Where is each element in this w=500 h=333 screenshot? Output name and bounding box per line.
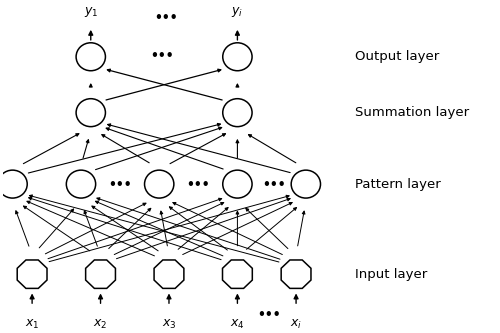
Text: $x_1$: $x_1$ (25, 318, 40, 331)
Ellipse shape (144, 170, 174, 198)
Text: $x_3$: $x_3$ (162, 318, 176, 331)
Ellipse shape (222, 99, 252, 127)
Text: •••: ••• (108, 177, 132, 190)
Polygon shape (17, 260, 47, 288)
Text: $x_4$: $x_4$ (230, 318, 245, 331)
Text: •••: ••• (186, 177, 210, 190)
Text: •••: ••• (150, 49, 174, 62)
Ellipse shape (222, 43, 252, 71)
Polygon shape (222, 260, 252, 288)
Ellipse shape (76, 43, 106, 71)
Text: $y_1$: $y_1$ (84, 5, 98, 20)
Text: Input layer: Input layer (354, 268, 427, 281)
Polygon shape (154, 260, 184, 288)
Ellipse shape (222, 170, 252, 198)
Text: Pattern layer: Pattern layer (354, 177, 440, 190)
Text: $y_i$: $y_i$ (232, 5, 243, 20)
Text: •••: ••• (258, 308, 281, 321)
Ellipse shape (0, 170, 27, 198)
Text: •••: ••• (154, 11, 178, 24)
Text: $x_2$: $x_2$ (94, 318, 108, 331)
Ellipse shape (76, 99, 106, 127)
Text: •••: ••• (262, 177, 286, 190)
Text: Summation layer: Summation layer (354, 106, 469, 119)
Text: Output layer: Output layer (354, 50, 439, 63)
Polygon shape (281, 260, 311, 288)
Ellipse shape (291, 170, 320, 198)
Polygon shape (86, 260, 116, 288)
Ellipse shape (66, 170, 96, 198)
Text: $x_i$: $x_i$ (290, 318, 302, 331)
